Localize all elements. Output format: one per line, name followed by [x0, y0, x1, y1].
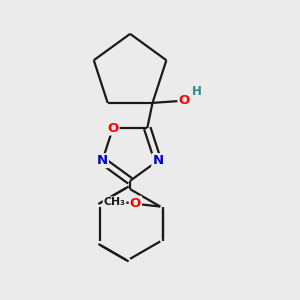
Text: H: H: [192, 85, 202, 98]
Text: N: N: [97, 154, 108, 167]
Text: CH₃: CH₃: [103, 197, 125, 207]
Text: O: O: [178, 94, 190, 107]
Text: O: O: [107, 122, 118, 134]
Text: O: O: [130, 197, 141, 210]
Text: N: N: [152, 154, 164, 167]
